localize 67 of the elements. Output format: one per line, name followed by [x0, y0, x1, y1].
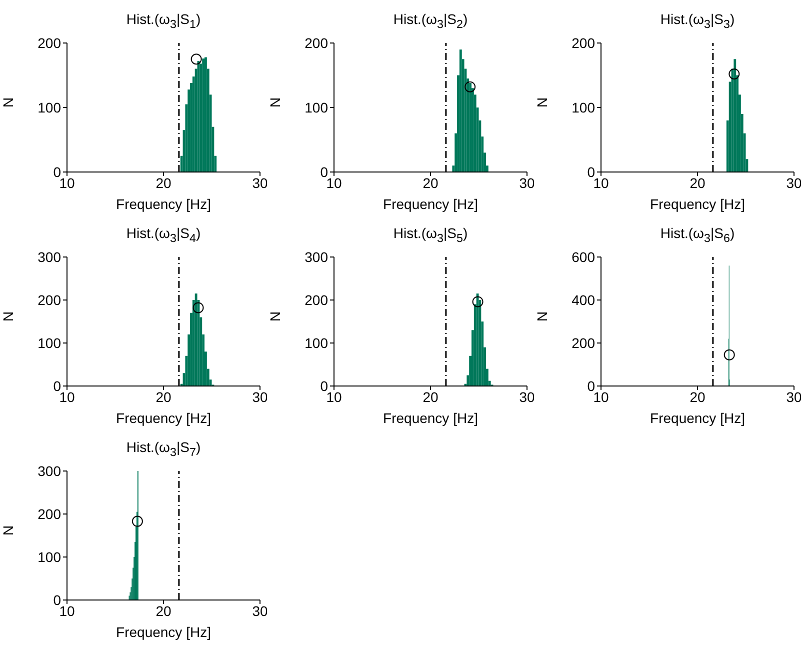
y-tick-label: 0 — [53, 164, 62, 180]
x-tick-label: 10 — [326, 174, 342, 191]
y-axis-title: N — [534, 97, 550, 108]
y-tick-label: 400 — [572, 292, 596, 308]
chart-title: Hist.(ω$_{3}$|S$_{2}$) — [392, 10, 469, 33]
x-tick-label: 20 — [422, 388, 438, 405]
x-tick-label: 30 — [252, 388, 268, 405]
chart-title: Hist.(ω$_{3}$|S$_{5}$) — [392, 224, 469, 247]
x-tick-label: 20 — [690, 174, 706, 191]
y-tick-label: 300 — [38, 462, 62, 479]
y-tick-label: 200 — [304, 34, 328, 51]
x-tick-label: 20 — [156, 388, 172, 405]
y-tick-label: 200 — [572, 334, 596, 351]
y-axis-title: N — [266, 97, 283, 108]
x-axis-title: Frequency [Hz] — [116, 410, 211, 426]
chart-title: Hist.(ω$_{3}$|S$_{1}$) — [125, 10, 202, 33]
chart-title: Hist.(ω$_{3}$|S$_{7}$) — [125, 438, 202, 461]
y-tick-label: 100 — [38, 334, 62, 351]
x-tick-label: 30 — [786, 388, 801, 405]
x-axis-title: Frequency [Hz] — [383, 410, 478, 426]
x-tick-label: 30 — [786, 174, 801, 191]
x-tick-label: 20 — [156, 602, 172, 619]
y-tick-label: 100 — [38, 99, 62, 116]
y-axis-title: N — [0, 97, 16, 108]
y-tick-label: 200 — [304, 292, 328, 308]
x-axis-title: Frequency [Hz] — [116, 196, 211, 212]
x-tick-label: 10 — [59, 602, 75, 619]
y-tick-label: 0 — [320, 378, 328, 394]
x-tick-label: 20 — [156, 174, 172, 191]
x-tick-label: 10 — [593, 388, 609, 405]
chart-title: Hist.(ω$_{3}$|S$_{3}$) — [659, 10, 736, 33]
x-tick-label: 30 — [252, 602, 268, 619]
chart-title: Hist.(ω$_{3}$|S$_{4}$) — [125, 224, 202, 247]
y-tick-label: 100 — [304, 99, 328, 116]
x-tick-label: 10 — [59, 174, 75, 191]
x-tick-label: 30 — [519, 388, 535, 405]
y-tick-label: 300 — [304, 248, 328, 265]
x-tick-label: 30 — [519, 174, 535, 191]
y-tick-label: 0 — [587, 378, 596, 394]
y-tick-label: 0 — [320, 164, 328, 180]
x-tick-label: 10 — [593, 174, 609, 191]
y-axis-title: N — [0, 525, 16, 536]
y-axis-title: N — [534, 311, 550, 322]
y-tick-label: 100 — [304, 334, 328, 351]
chart-title: Hist.(ω$_{3}$|S$_{6}$) — [659, 224, 736, 247]
y-tick-label: 0 — [53, 592, 62, 608]
x-tick-label: 20 — [690, 388, 706, 405]
y-axis-title: N — [266, 311, 283, 322]
x-tick-label: 20 — [422, 174, 438, 191]
x-axis-title: Frequency [Hz] — [650, 196, 745, 212]
x-tick-label: 30 — [252, 174, 268, 191]
y-tick-label: 600 — [572, 248, 596, 265]
x-axis-title: Frequency [Hz] — [383, 196, 478, 212]
x-tick-label: 10 — [326, 388, 342, 405]
y-tick-label: 300 — [38, 248, 62, 265]
y-tick-label: 100 — [38, 548, 62, 565]
y-tick-label: 200 — [572, 34, 596, 51]
x-tick-label: 10 — [59, 388, 75, 405]
x-axis-title: Frequency [Hz] — [650, 410, 745, 426]
y-tick-label: 200 — [38, 34, 62, 51]
y-tick-label: 0 — [587, 164, 596, 180]
y-tick-label: 200 — [38, 292, 62, 308]
x-axis-title: Frequency [Hz] — [116, 624, 211, 640]
y-axis-title: N — [0, 311, 16, 322]
y-tick-label: 100 — [572, 99, 596, 116]
y-tick-label: 200 — [38, 506, 62, 522]
y-tick-label: 0 — [53, 378, 62, 394]
